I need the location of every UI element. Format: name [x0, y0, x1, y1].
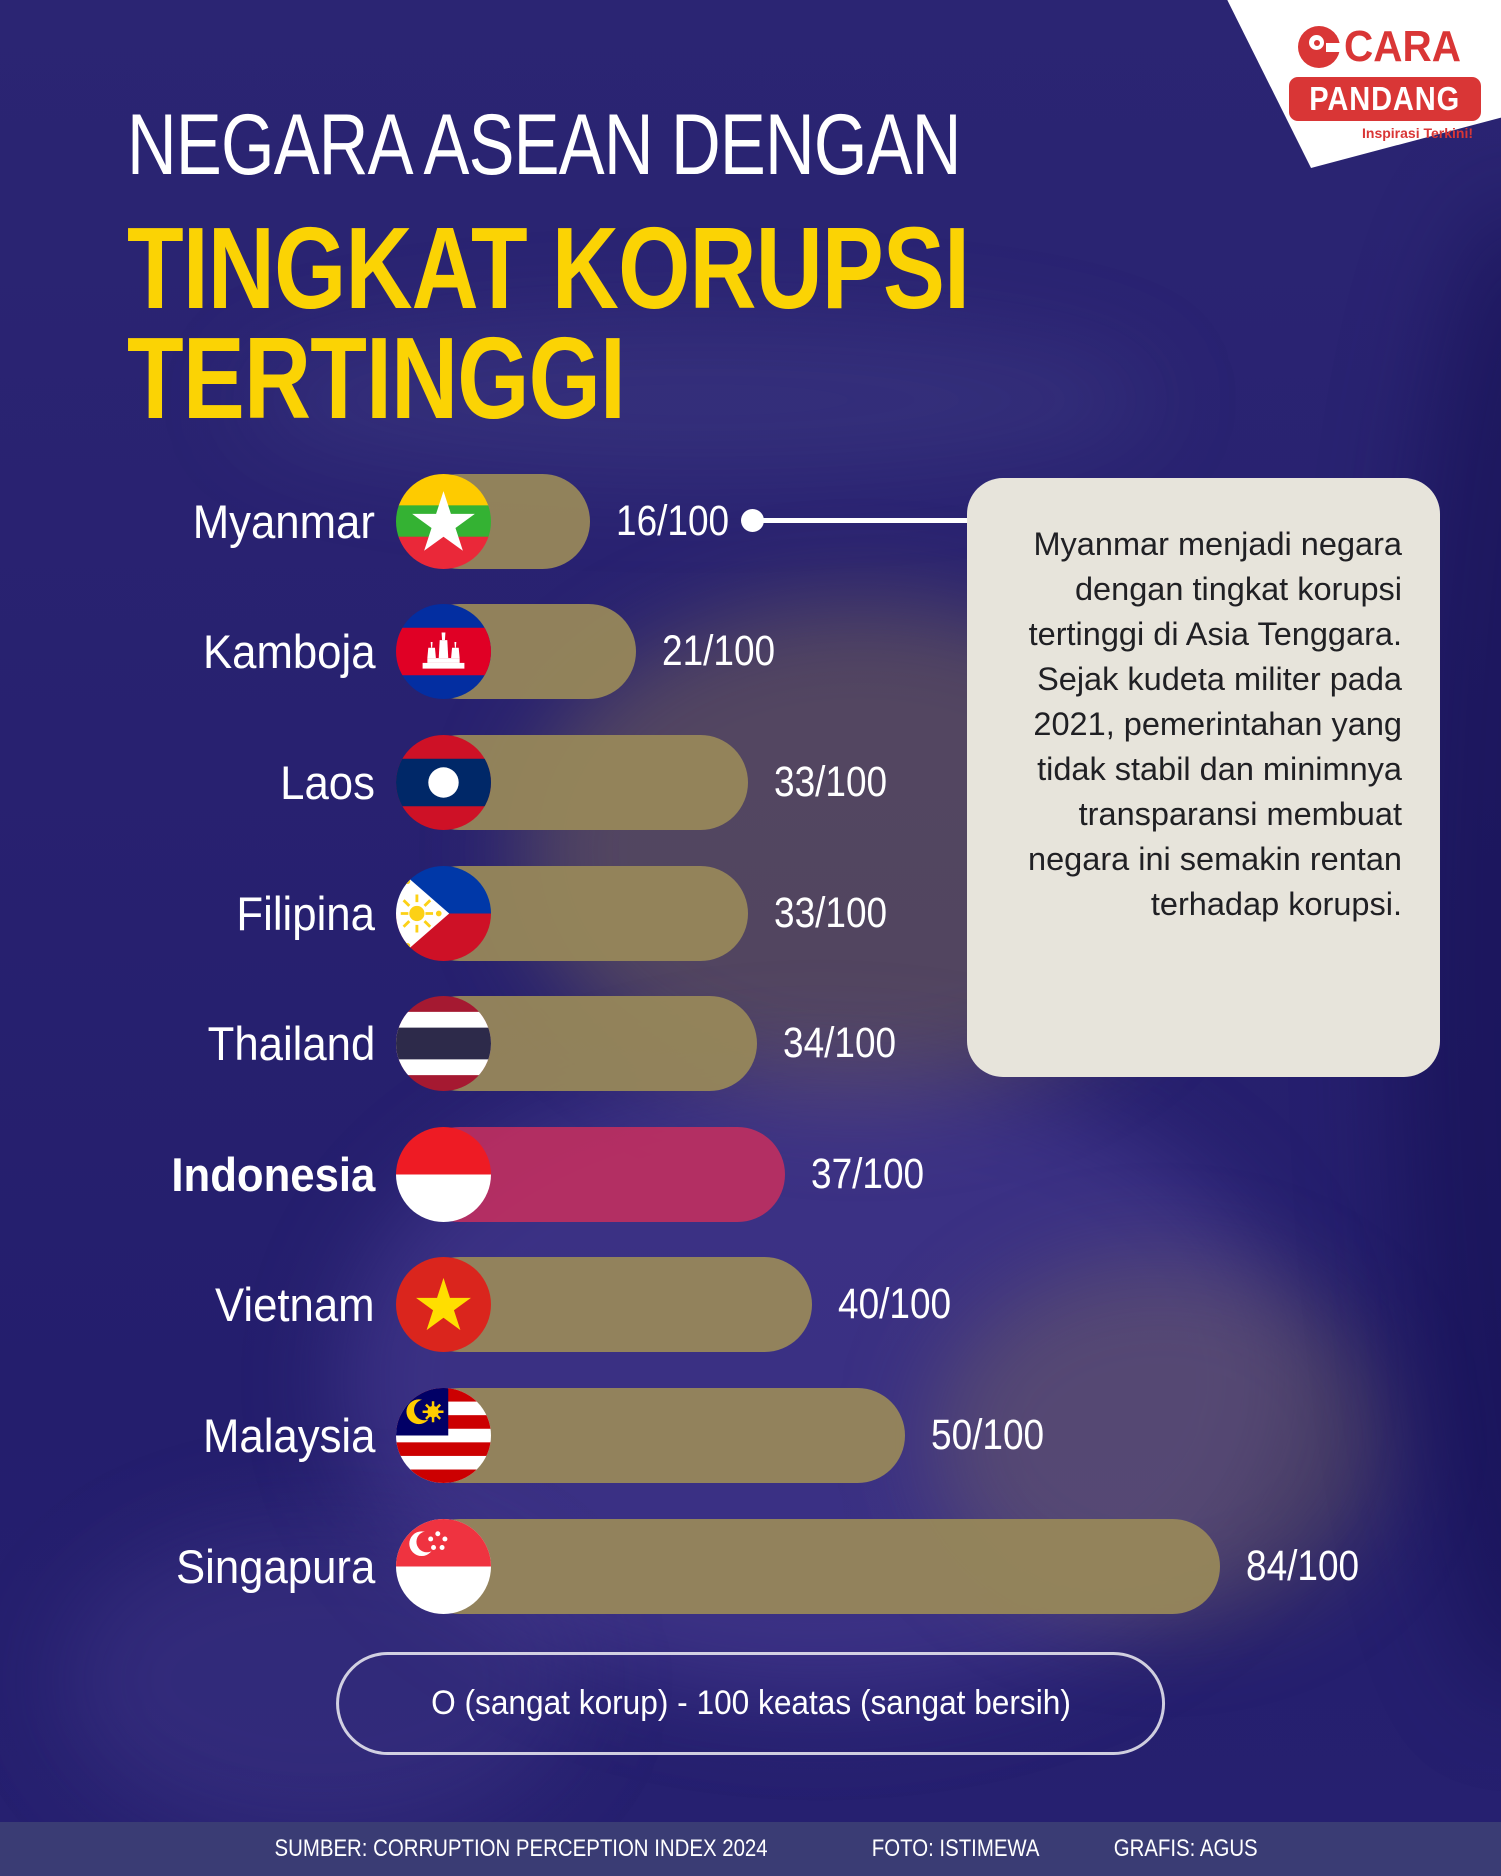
callout-connector-dot — [741, 509, 764, 532]
chart-row-kamboja: Kamboja 21/100 — [0, 587, 1501, 718]
country-label: Indonesia — [0, 1109, 375, 1240]
footer-source: SUMBER: CORRUPTION PERCEPTION INDEX 2024 — [274, 1835, 768, 1862]
chart-row-thailand: Thailand 34/100 — [0, 978, 1501, 1109]
country-label: Singapura — [0, 1501, 375, 1632]
title-line-3: TERTINGGI — [127, 313, 626, 444]
country-label-text: Thailand — [207, 1017, 375, 1071]
score-value: 40/100 — [838, 1240, 970, 1371]
myanmar-callout-box: Myanmar menjadi negara dengan tingkat ko… — [967, 478, 1440, 1077]
title-line-1: NEGARA ASEAN DENGAN — [127, 97, 961, 193]
cambodia-flag-icon — [396, 604, 491, 700]
laos-flag-icon — [396, 734, 491, 830]
logo-text-cara: CARA — [1344, 22, 1462, 71]
score-value-text: 37/100 — [810, 1149, 924, 1198]
country-label: Laos — [0, 717, 375, 848]
chart-row-indonesia: Indonesia 37/100 — [0, 1109, 1501, 1240]
chart-row-filipina: Filipina 33/100 — [0, 848, 1501, 979]
score-value-text: 34/100 — [782, 1019, 896, 1068]
philippines-flag-icon — [396, 865, 491, 961]
logo-text-pandang: PANDANG — [1309, 80, 1461, 117]
score-value: 21/100 — [662, 587, 794, 718]
country-label-text: Singapura — [175, 1539, 375, 1593]
country-label-text: Vietnam — [215, 1278, 375, 1332]
logo-tagline: Inspirasi Terkini! — [1362, 125, 1473, 141]
thailand-flag-icon — [396, 996, 491, 1092]
score-bar-malaysia — [412, 1387, 905, 1483]
myanmar-flag-icon — [396, 473, 491, 569]
chart-row-singapura: Singapura 84/100 — [0, 1501, 1501, 1632]
country-label-text: Kamboja — [202, 625, 375, 679]
footer-bar: SUMBER: CORRUPTION PERCEPTION INDEX 2024… — [0, 1822, 1501, 1876]
score-value: 50/100 — [931, 1370, 1063, 1501]
logo-pill: PANDANG — [1289, 77, 1481, 121]
score-value: 16/100 — [616, 456, 748, 587]
title-line-2: TINGKAT KORUPSI — [127, 203, 970, 333]
footer-photo-credit: FOTO: ISTIMEWA — [872, 1835, 1040, 1862]
score-value: 37/100 — [811, 1109, 943, 1240]
country-label: Thailand — [0, 978, 375, 1109]
country-label-text: Malaysia — [202, 1408, 375, 1462]
cara-pandang-logo: CARA PANDANG Inspirasi Terkini! — [1289, 22, 1481, 141]
country-label-text: Filipina — [236, 886, 375, 940]
chart-row-vietnam: Vietnam 40/100 — [0, 1240, 1501, 1371]
country-label-text: Myanmar — [192, 494, 375, 548]
score-value-text: 21/100 — [662, 627, 776, 676]
country-label: Vietnam — [0, 1240, 375, 1371]
country-label: Myanmar — [0, 456, 375, 587]
score-value-text: 40/100 — [838, 1280, 952, 1329]
score-value-text: 50/100 — [931, 1410, 1045, 1459]
score-legend-pill: O (sangat korup) - 100 keatas (sangat be… — [335, 1652, 1166, 1755]
score-value-text: 33/100 — [773, 888, 887, 937]
chart-row-laos: Laos 33/100 — [0, 717, 1501, 848]
country-label: Malaysia — [0, 1370, 375, 1501]
callout-connector-line — [754, 518, 967, 523]
footer-graphics-credit: GRAFIS: AGUS — [1113, 1835, 1258, 1862]
score-value: 33/100 — [774, 848, 906, 979]
indonesia-flag-icon — [396, 1126, 491, 1222]
score-legend-text: O (sangat korup) - 100 keatas (sangat be… — [430, 1684, 1071, 1722]
score-value: 34/100 — [783, 978, 915, 1109]
country-label: Kamboja — [0, 587, 375, 718]
score-value: 33/100 — [774, 717, 906, 848]
country-label: Filipina — [0, 848, 375, 979]
score-value-text: 16/100 — [616, 496, 730, 545]
chart-row-myanmar: Myanmar 16/100 — [0, 456, 1501, 587]
vietnam-flag-icon — [396, 1257, 491, 1353]
malaysia-flag-icon — [396, 1387, 491, 1483]
bar-chart: Myanmar 16/100 Kamboja 21/100 Laos 33/100 Fili… — [0, 456, 1501, 1631]
score-value-text: 33/100 — [773, 757, 887, 806]
country-label-text: Laos — [280, 755, 375, 809]
chart-row-malaysia: Malaysia 50/100 — [0, 1370, 1501, 1501]
logo-face-icon — [1298, 26, 1343, 68]
callout-text: Myanmar menjadi negara dengan tingkat ko… — [1028, 526, 1402, 922]
country-label-text: Indonesia — [170, 1147, 375, 1201]
score-value: 84/100 — [1246, 1501, 1378, 1632]
score-value-text: 84/100 — [1245, 1541, 1359, 1590]
score-bar-singapura — [412, 1518, 1220, 1614]
page-title: NEGARA ASEAN DENGAN TINGKAT KORUPSI TERT… — [127, 96, 1180, 444]
singapore-flag-icon — [396, 1518, 491, 1614]
